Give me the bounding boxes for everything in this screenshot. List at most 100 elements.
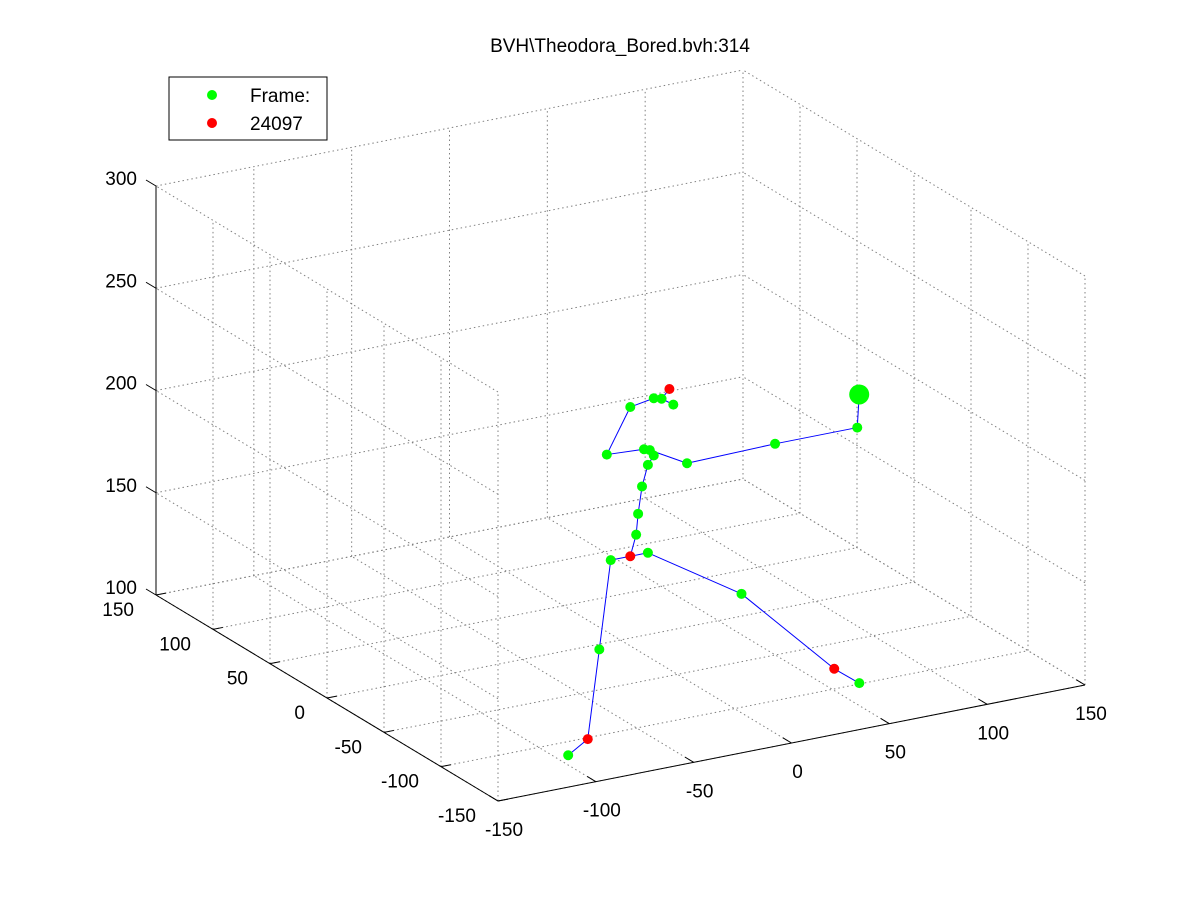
y-axis-tick <box>440 764 451 768</box>
x-axis-tick <box>880 718 890 725</box>
joint-l_finger <box>664 384 675 395</box>
y-tick-label: 150 <box>102 600 134 621</box>
floor-grid-line <box>326 581 915 699</box>
joint-r_knee <box>736 588 747 599</box>
z-tick-label: 300 <box>105 169 137 190</box>
x-tick-label: 150 <box>1075 704 1107 725</box>
joint-l_hip <box>605 555 616 566</box>
z-tick-label: 200 <box>105 374 137 395</box>
floor-grid-line <box>644 497 988 705</box>
x-tick-label: 0 <box>792 762 803 783</box>
y-tick-label: -150 <box>438 806 476 827</box>
joint-l_hand <box>668 399 679 410</box>
x-tick-label: 50 <box>885 743 906 764</box>
back-wall-grid-line <box>155 274 744 391</box>
bone-r_shoulder-r_elbow <box>774 427 858 445</box>
joint-r_shoulder <box>770 438 781 449</box>
z-tick-label: 150 <box>105 476 137 497</box>
floor-grid-line <box>449 536 792 744</box>
x-axis-tick <box>586 776 597 783</box>
bone-r_knee-r_ankle <box>741 593 835 670</box>
joint-r_ankle <box>829 663 840 674</box>
x-axis-tick <box>489 795 499 802</box>
y-axis-tick <box>497 798 508 802</box>
floor-grid-line <box>383 615 972 733</box>
joint-l_clavicle <box>601 449 612 460</box>
joint-spine2 <box>633 508 644 519</box>
joint-spine4 <box>642 459 653 470</box>
joint-r_hand <box>849 384 870 405</box>
legend-box <box>168 76 328 141</box>
x-tick-label: -100 <box>583 801 621 822</box>
joint-l_elbow <box>648 393 659 404</box>
y-axis-tick <box>155 592 166 596</box>
joint-r_toe <box>854 678 865 689</box>
z-axis-tick <box>145 179 157 187</box>
bone-l_knee-l_ankle <box>587 649 600 740</box>
floor-grid-line <box>547 517 890 725</box>
legend-label-frame: Frame: <box>250 86 310 107</box>
right-wall-grid-line <box>742 376 1086 584</box>
bone-layer <box>567 388 860 756</box>
left-wall-grid-line <box>155 492 499 700</box>
y-axis-tick <box>383 729 394 733</box>
x-tick-label: -50 <box>686 781 713 802</box>
legend-marker-24097 <box>207 118 217 128</box>
axis-layer <box>145 179 1086 802</box>
joint-l_shoulder <box>625 401 636 412</box>
bone-l_clavicle-l_shoulder <box>606 406 631 455</box>
joint-r_hip <box>642 547 653 558</box>
tick-label-layer: -150-100-50050100150-150-100-50050100150… <box>102 169 1107 841</box>
z-tick-label: 100 <box>105 578 137 599</box>
joint-hips <box>625 551 636 562</box>
right-wall-grid-line <box>742 274 1086 481</box>
legend-marker-frame <box>207 90 217 100</box>
joint-r_clavicle <box>682 458 693 469</box>
z-axis-tick <box>145 384 157 391</box>
joint-l_knee <box>594 644 605 655</box>
x-axis-tick <box>684 756 694 763</box>
z-axis-tick <box>145 281 157 289</box>
y-axis-tick <box>326 695 337 699</box>
y-axis-tick <box>269 661 280 665</box>
joint-l_toe <box>563 750 574 761</box>
floor-grid-line <box>440 650 1029 768</box>
floor-grid-line <box>212 512 801 630</box>
legend-label-24097: 24097 <box>250 114 303 135</box>
joint-spine1 <box>631 529 642 540</box>
back-wall-grid-line <box>155 171 744 289</box>
joint-l_ankle <box>582 734 593 745</box>
grid-layer <box>155 69 1086 802</box>
y-tick-label: -50 <box>335 737 362 758</box>
y-tick-label: 0 <box>294 703 305 724</box>
y-tick-label: 50 <box>227 669 248 690</box>
left-wall-grid-line <box>155 390 499 597</box>
z-axis-tick <box>145 486 157 494</box>
chart-title: BVH\Theodora_Bored.bvh:314 <box>490 36 750 57</box>
x-axis-tick <box>978 698 988 705</box>
joint-chest_c <box>644 445 655 456</box>
legend: Frame: 24097 <box>168 76 328 141</box>
y-tick-label: -100 <box>381 772 419 793</box>
x-tick-label: 100 <box>977 723 1009 744</box>
bone-r_hip-r_knee <box>647 552 742 595</box>
x-tick-label: -150 <box>485 820 523 841</box>
joint-spine3 <box>637 481 648 492</box>
back-wall-grid-line <box>155 69 744 187</box>
joint-l_wrist <box>656 393 667 404</box>
floor-grid-line <box>269 547 858 665</box>
back-wall-grid-line <box>155 478 744 596</box>
x-axis-tick <box>782 737 792 744</box>
y-axis-tick <box>212 626 223 630</box>
bone-chest_b-l_clavicle <box>606 448 645 456</box>
bone-l_hip-l_knee <box>598 560 612 650</box>
z-tick-label: 250 <box>105 271 137 292</box>
joint-layer <box>563 384 870 761</box>
back-wall-grid-line <box>155 376 744 494</box>
y-tick-label: 100 <box>159 634 191 655</box>
joint-r_elbow <box>852 422 863 433</box>
z-axis-tick <box>145 588 157 596</box>
x-axis-tick <box>1076 679 1086 686</box>
